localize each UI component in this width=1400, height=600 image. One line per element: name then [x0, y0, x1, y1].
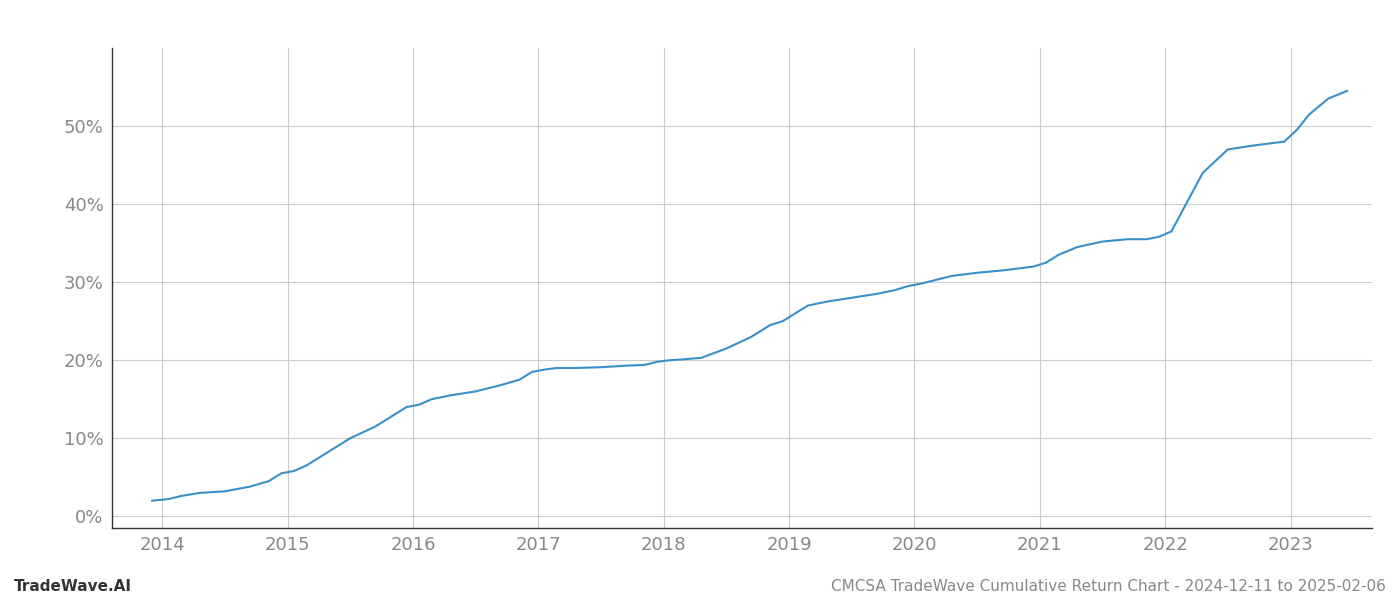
Text: TradeWave.AI: TradeWave.AI [14, 579, 132, 594]
Text: CMCSA TradeWave Cumulative Return Chart - 2024-12-11 to 2025-02-06: CMCSA TradeWave Cumulative Return Chart … [832, 579, 1386, 594]
